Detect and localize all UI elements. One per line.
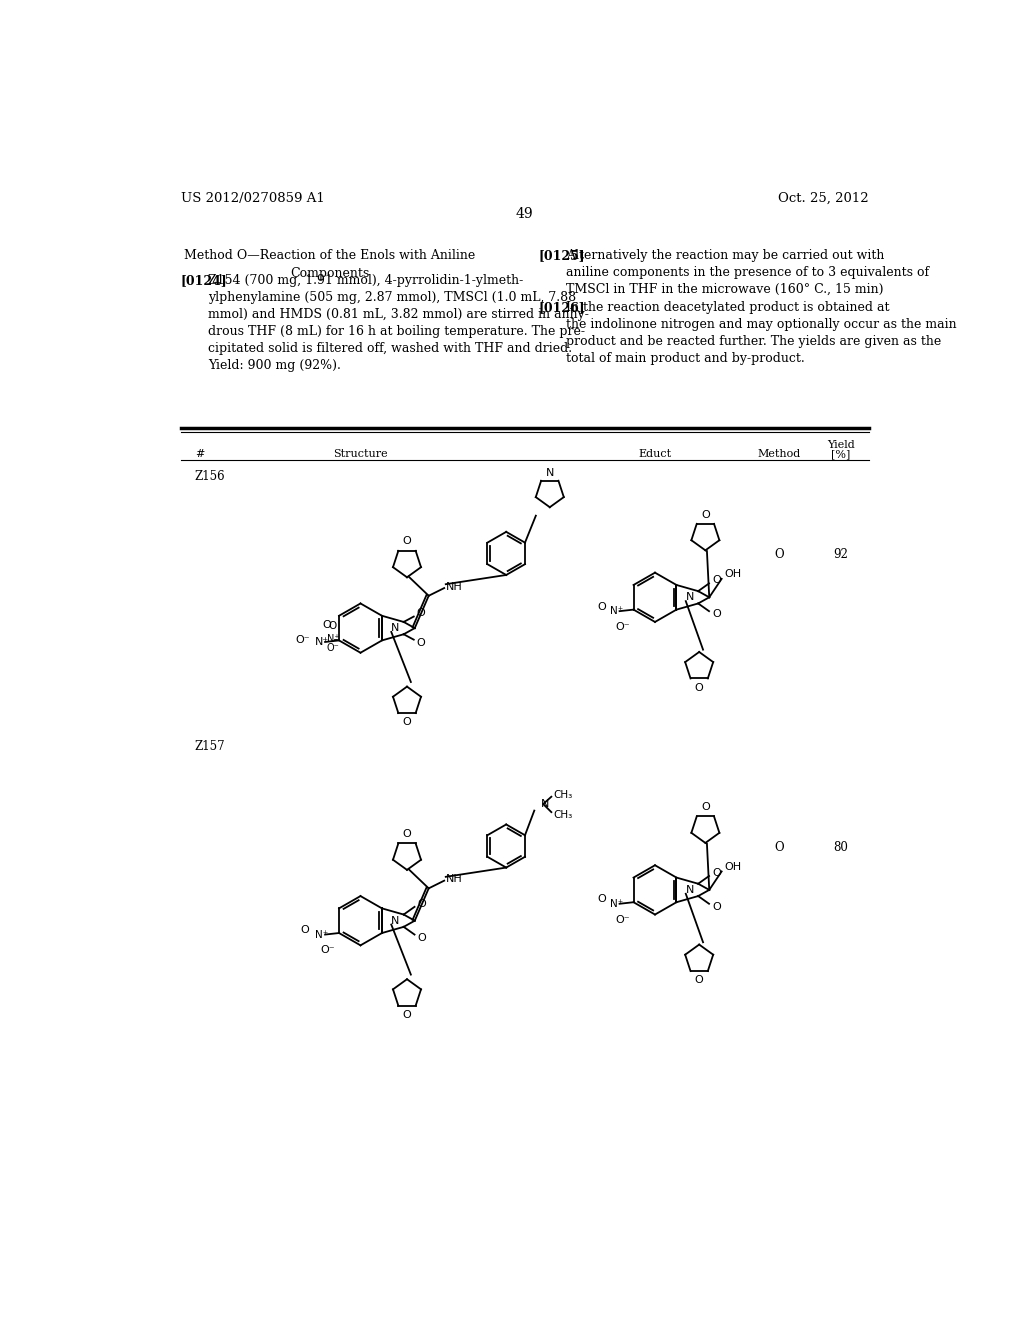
- Text: O: O: [712, 610, 721, 619]
- Text: Z157: Z157: [195, 739, 225, 752]
- Text: N⁺: N⁺: [327, 634, 339, 644]
- Text: O: O: [712, 902, 721, 912]
- Text: N⁺: N⁺: [314, 638, 329, 647]
- Text: O: O: [418, 933, 426, 942]
- Text: O: O: [701, 803, 710, 812]
- Text: Yield: Yield: [827, 441, 855, 450]
- Text: Z154 (700 mg, 1.91 mmol), 4-pyrrolidin-1-ylmeth-
ylphenylamine (505 mg, 2.87 mmo: Z154 (700 mg, 1.91 mmol), 4-pyrrolidin-1…: [208, 275, 589, 372]
- Text: 92: 92: [834, 548, 849, 561]
- Text: O: O: [402, 829, 412, 840]
- Text: O: O: [712, 869, 721, 878]
- Text: O⁻: O⁻: [615, 915, 630, 924]
- Text: Educt: Educt: [638, 449, 672, 459]
- Text: O: O: [695, 682, 703, 693]
- Text: O⁻: O⁻: [295, 635, 309, 645]
- Text: 80: 80: [834, 841, 849, 854]
- Text: In the reaction deacetylated product is obtained at
the indolinone nitrogen and : In the reaction deacetylated product is …: [566, 301, 956, 364]
- Text: O: O: [695, 975, 703, 985]
- Text: O: O: [598, 894, 606, 904]
- Text: [0124]: [0124]: [180, 275, 227, 286]
- Text: O⁻: O⁻: [615, 622, 630, 632]
- Text: O: O: [402, 1010, 412, 1020]
- Text: O: O: [712, 576, 721, 585]
- Text: CH₃: CH₃: [553, 810, 572, 820]
- Text: O⁻: O⁻: [321, 945, 336, 956]
- Text: Alternatively the reaction may be carried out with
aniline components in the pre: Alternatively the reaction may be carrie…: [566, 249, 929, 296]
- Text: N: N: [685, 884, 694, 895]
- Text: O: O: [329, 622, 337, 631]
- Text: NH: NH: [445, 874, 463, 884]
- Text: US 2012/0270859 A1: US 2012/0270859 A1: [180, 191, 325, 205]
- Text: [0126]: [0126]: [539, 301, 586, 314]
- Text: O: O: [774, 841, 783, 854]
- Text: Structure: Structure: [333, 449, 388, 459]
- Text: O: O: [418, 899, 426, 908]
- Text: O⁻: O⁻: [327, 643, 339, 653]
- Text: N: N: [546, 469, 554, 478]
- Text: O: O: [301, 925, 309, 935]
- Text: O: O: [402, 536, 412, 546]
- Text: OH: OH: [725, 862, 741, 871]
- Text: [%]: [%]: [831, 449, 851, 459]
- Text: O: O: [416, 607, 425, 618]
- Text: N: N: [541, 800, 549, 809]
- Text: [0125]: [0125]: [539, 249, 586, 263]
- Text: Method O—Reaction of the Enols with Aniline
Components: Method O—Reaction of the Enols with Anil…: [184, 249, 475, 280]
- Text: N⁺: N⁺: [610, 606, 623, 616]
- Text: O: O: [598, 602, 606, 611]
- Text: N: N: [391, 623, 399, 634]
- Text: O: O: [774, 548, 783, 561]
- Text: Z156: Z156: [195, 470, 225, 483]
- Text: CH₃: CH₃: [553, 791, 572, 800]
- Text: N: N: [685, 593, 694, 602]
- Text: O: O: [416, 639, 425, 648]
- Text: Method: Method: [758, 449, 801, 459]
- Text: N: N: [391, 916, 399, 925]
- Text: N⁺: N⁺: [610, 899, 623, 908]
- Text: #: #: [195, 449, 204, 459]
- Text: NH: NH: [445, 582, 463, 591]
- Text: OH: OH: [725, 569, 741, 579]
- Text: O: O: [701, 510, 710, 520]
- Text: Oct. 25, 2012: Oct. 25, 2012: [778, 191, 869, 205]
- Text: O: O: [323, 619, 331, 630]
- Text: 49: 49: [516, 207, 534, 220]
- Text: N⁺: N⁺: [315, 929, 329, 940]
- Text: O: O: [402, 718, 412, 727]
